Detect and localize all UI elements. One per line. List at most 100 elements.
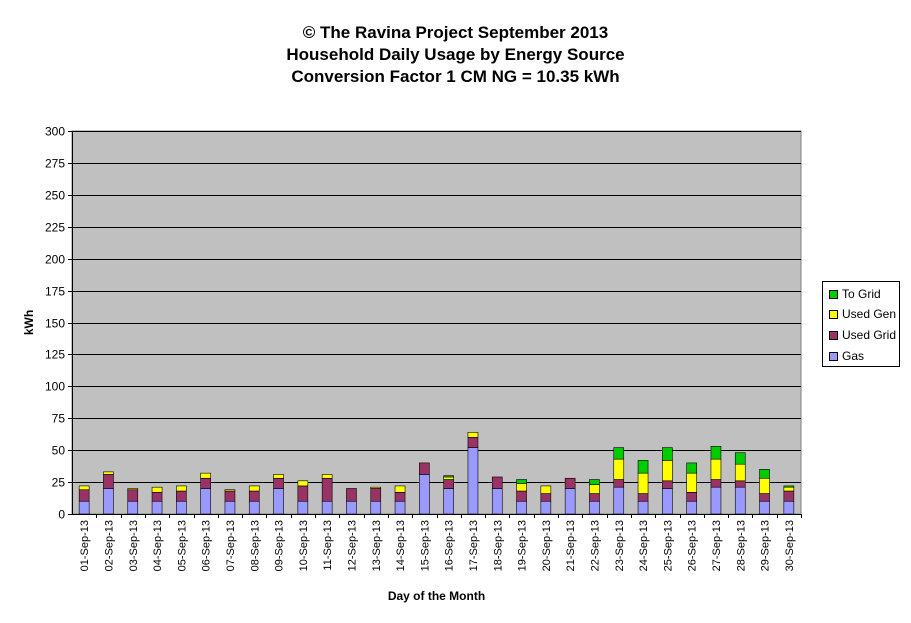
bar-used-gen-7	[224, 489, 236, 492]
x-tick-label-8: 08-Sep-13	[249, 520, 261, 571]
bar-used-gen-26	[686, 472, 697, 493]
bar-used-grid-2	[103, 474, 114, 489]
bar-to-grid-27	[710, 446, 722, 460]
bar-used-grid-24	[637, 493, 649, 502]
bar-used-grid-11	[321, 477, 333, 502]
bar-used-grid-19	[516, 490, 527, 502]
bar-gas-29	[759, 500, 770, 515]
bar-gas-13	[370, 500, 382, 515]
bar-used-gen-23	[613, 458, 625, 480]
bar-used-grid-1	[78, 489, 90, 502]
bar-used-gen-20	[540, 485, 552, 494]
bar-gas-25	[662, 488, 673, 515]
bar-used-gen-14	[394, 485, 406, 493]
x-tick-label-18: 18-Sep-13	[492, 520, 504, 571]
bar-used-grid-10	[297, 485, 309, 502]
bar-gas-2	[103, 488, 114, 515]
chart-title: © The Ravina Project September 2013 Hous…	[0, 22, 911, 88]
bar-used-grid-13	[370, 488, 382, 502]
y-tick-label-25: 25	[52, 476, 66, 490]
x-tick-label-22: 22-Sep-13	[589, 520, 601, 571]
bar-gas-30	[783, 500, 795, 515]
y-tick-label-50: 50	[52, 444, 66, 458]
bar-used-grid-15	[419, 462, 430, 475]
legend-swatch-used-gen	[829, 309, 838, 319]
x-tick-label-26: 26-Sep-13	[687, 520, 699, 571]
bar-gas-26	[686, 500, 697, 515]
x-tick-label-27: 27-Sep-13	[711, 520, 723, 571]
y-tick-label-275: 275	[45, 157, 65, 171]
x-tick-label-13: 13-Sep-13	[371, 520, 383, 571]
y-axis-title: kWh	[22, 310, 36, 335]
chart-title-line-1: © The Ravina Project September 2013	[302, 23, 609, 42]
x-tick-label-10: 10-Sep-13	[298, 520, 310, 571]
plot-area	[71, 130, 802, 515]
bar-gas-16	[443, 488, 454, 515]
bar-used-gen-17	[467, 431, 479, 438]
y-tick-label-100: 100	[45, 380, 65, 394]
bar-used-gen-13	[370, 486, 382, 489]
x-tick-label-20: 20-Sep-13	[541, 520, 553, 571]
bar-gas-10	[297, 500, 309, 515]
x-tick-label-4: 04-Sep-13	[152, 520, 164, 571]
bar-used-grid-18	[491, 476, 503, 489]
x-tick-label-9: 09-Sep-13	[274, 520, 286, 571]
bar-gas-22	[589, 500, 600, 515]
x-tick-label-1: 01-Sep-13	[79, 520, 91, 571]
legend-label-used-gen: Used Gen	[842, 307, 897, 321]
bar-gas-3	[127, 500, 139, 515]
x-tick-label-29: 29-Sep-13	[760, 520, 772, 571]
bar-used-gen-3	[127, 488, 139, 491]
bar-to-grid-19	[516, 479, 527, 484]
bar-used-gen-25	[662, 460, 673, 482]
y-tick-label-225: 225	[45, 221, 65, 235]
x-tick-label-6: 06-Sep-13	[201, 520, 213, 571]
bar-used-gen-4	[151, 486, 163, 493]
bar-gas-19	[516, 500, 527, 515]
bar-used-grid-26	[686, 491, 697, 502]
bar-used-gen-27	[710, 458, 722, 480]
bar-gas-4	[151, 500, 163, 515]
x-tick-label-28: 28-Sep-13	[735, 520, 747, 571]
bar-used-gen-29	[759, 477, 770, 494]
bar-gas-20	[540, 500, 552, 515]
bar-gas-23	[613, 486, 625, 515]
x-axis-title: Day of the Month	[388, 589, 485, 603]
x-tick-label-12: 12-Sep-13	[346, 520, 358, 571]
bar-used-grid-21	[564, 477, 576, 489]
bar-to-grid-29	[759, 469, 770, 479]
bar-gas-28	[734, 486, 746, 515]
x-tick-label-25: 25-Sep-13	[662, 520, 674, 571]
bar-used-grid-3	[127, 489, 139, 502]
bar-used-grid-20	[540, 493, 552, 502]
x-tick-label-5: 05-Sep-13	[176, 520, 188, 571]
x-tick-label-15: 15-Sep-13	[419, 520, 431, 571]
legend-swatch-to-grid	[829, 289, 838, 299]
bar-to-grid-30	[783, 485, 795, 488]
bar-used-grid-7	[224, 490, 236, 502]
bar-to-grid-23	[613, 447, 625, 460]
bar-to-grid-24	[637, 460, 649, 474]
bar-used-grid-22	[589, 493, 600, 502]
bar-used-gen-6	[200, 472, 211, 479]
y-tick-label-250: 250	[45, 189, 65, 203]
x-tick-label-2: 02-Sep-13	[103, 520, 115, 571]
x-tick-label-14: 14-Sep-13	[395, 520, 407, 571]
bar-used-grid-30	[783, 490, 795, 502]
bar-gas-17	[467, 447, 479, 515]
bar-gas-15	[419, 474, 430, 515]
y-tick-label-300: 300	[45, 125, 65, 139]
bar-gas-27	[710, 486, 722, 515]
x-tick-label-17: 17-Sep-13	[468, 520, 480, 571]
legend-label-to-grid: To Grid	[842, 287, 881, 301]
bar-to-grid-25	[662, 447, 673, 461]
bar-used-grid-17	[467, 437, 479, 448]
legend: To Grid Used Gen Used Grid Gas	[822, 281, 900, 367]
legend-item-used-gen: Used Gen	[829, 307, 896, 321]
bar-used-grid-28	[734, 480, 746, 488]
bar-used-gen-22	[589, 484, 600, 494]
bar-used-grid-6	[200, 477, 211, 489]
bar-used-gen-11	[321, 474, 333, 479]
bar-used-gen-16	[443, 476, 454, 480]
